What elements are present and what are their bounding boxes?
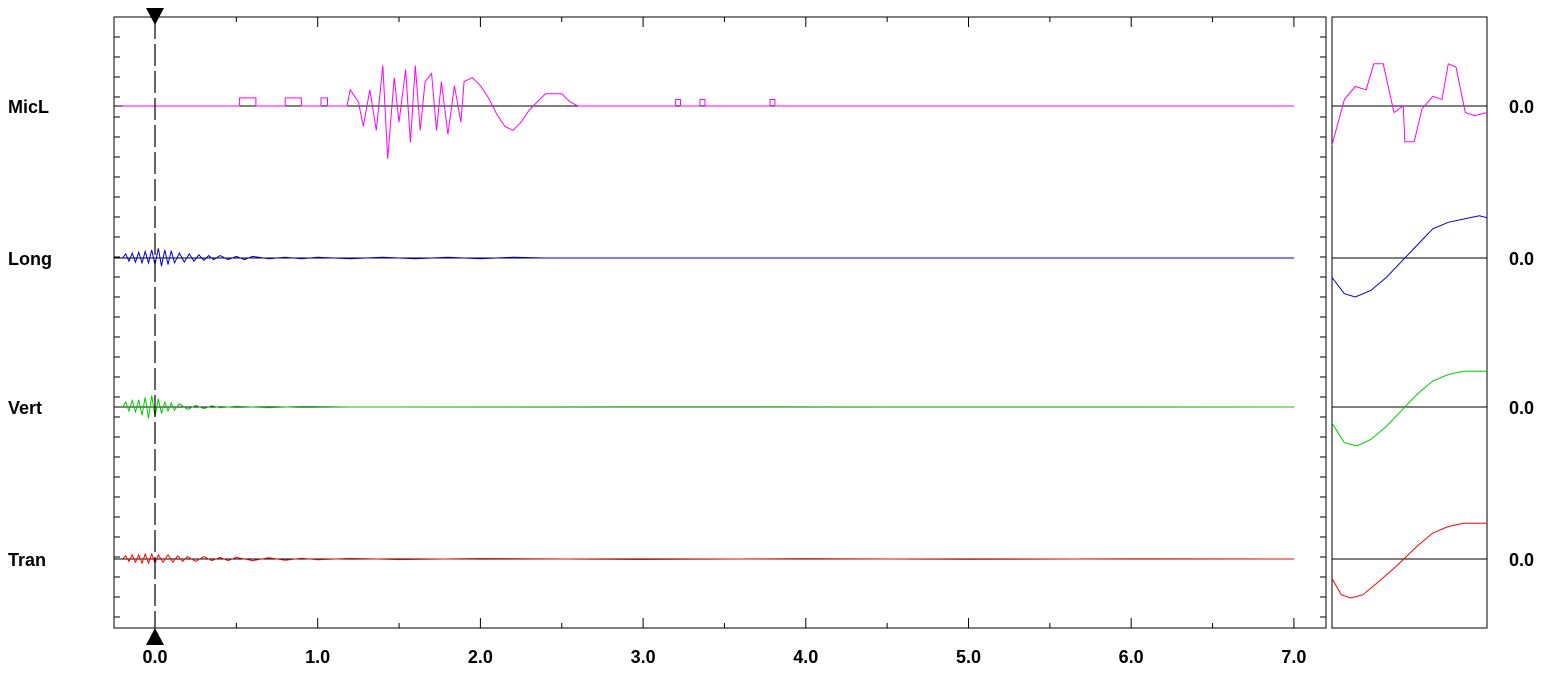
channel-traces [122, 65, 1294, 565]
chart-frames [113, 16, 1488, 629]
panel-trace-long [1331, 215, 1488, 298]
value-label-long: 0.0 [1509, 249, 1534, 269]
main-axis-ticks [114, 17, 1326, 628]
cursor-marker-top-icon[interactable] [146, 8, 164, 25]
value-label-micl: 0.0 [1509, 97, 1534, 117]
zoom-panel-traces [1331, 63, 1488, 599]
x-tick-label: 6.0 [1119, 647, 1144, 667]
panel-trace-vert [1331, 370, 1487, 447]
channel-baselines [114, 105, 1487, 560]
channel-labels: MicL 0.0 Long 0.0 Vert 0.0 Tran 0.0 [8, 97, 1534, 570]
time-cursor[interactable] [146, 8, 164, 645]
trace-micl [122, 65, 1294, 159]
value-label-vert: 0.0 [1509, 398, 1534, 418]
x-tick-label: 4.0 [793, 647, 818, 667]
x-tick-label: 7.0 [1281, 647, 1306, 667]
x-tick-label: 3.0 [631, 647, 656, 667]
channel-label-vert: Vert [8, 398, 42, 418]
cursor-marker-bottom-icon[interactable] [146, 628, 164, 645]
trace-tran [122, 552, 1294, 565]
x-tick-label: 1.0 [305, 647, 330, 667]
main-plot-frame [113, 16, 1327, 629]
channel-label-micl: MicL [8, 97, 49, 117]
x-tick-labels: 0.0 1.0 2.0 3.0 4.0 5.0 6.0 7.0 [142, 647, 1306, 667]
panel-trace-micl [1331, 63, 1488, 146]
trace-vert [122, 395, 1294, 419]
x-tick-label: 2.0 [468, 647, 493, 667]
panel-trace-tran [1331, 522, 1487, 599]
channel-label-long: Long [8, 249, 52, 269]
channel-label-tran: Tran [8, 550, 46, 570]
value-label-tran: 0.0 [1509, 550, 1534, 570]
x-tick-label: 0.0 [142, 647, 167, 667]
zoom-panel-frame [1331, 16, 1488, 629]
trace-long [122, 248, 1294, 267]
x-tick-label: 5.0 [956, 647, 981, 667]
